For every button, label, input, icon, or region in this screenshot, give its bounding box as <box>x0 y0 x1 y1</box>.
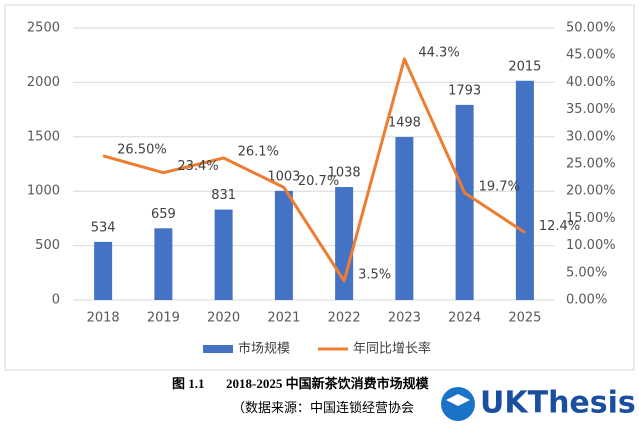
x-tick-label: 2023 <box>388 311 421 326</box>
bar <box>94 241 113 300</box>
logo: UKThesis <box>441 386 636 421</box>
bar <box>154 228 173 300</box>
legend-label: 年同比增长率 <box>353 341 431 357</box>
y2-tick-label: 50.00% <box>566 21 616 36</box>
x-tick-label: 2021 <box>267 311 300 326</box>
y2-tick-label: 40.00% <box>566 75 616 90</box>
chart-frame <box>4 4 635 371</box>
caption-source: （数据来源：中国连锁经营协会 <box>232 400 414 415</box>
caption-title: 2018-2025 中国新茶饮消费市场规模 <box>226 376 430 391</box>
bar-value-label: 1003 <box>267 169 300 184</box>
x-tick-label: 2019 <box>147 311 180 326</box>
bar-value-label: 1498 <box>388 116 421 131</box>
legend-swatch <box>203 345 233 353</box>
x-tick-label: 2018 <box>87 311 120 326</box>
y-tick-label: 1500 <box>27 129 60 144</box>
x-tick-label: 2020 <box>207 311 240 326</box>
bar <box>274 190 293 300</box>
line-value-label: 19.7% <box>479 179 520 194</box>
x-tick-label: 2022 <box>328 311 361 326</box>
bar-value-label: 1793 <box>448 83 481 98</box>
logo-cap <box>446 394 470 406</box>
bar <box>455 104 474 300</box>
line-value-label: 20.7% <box>298 174 339 189</box>
line <box>102 57 526 283</box>
x-tick-label: 2024 <box>448 311 481 326</box>
y-tick-label: 2000 <box>27 75 60 90</box>
y2-tick-label: 30.00% <box>566 129 616 144</box>
caption-number: 图 1.1 <box>172 376 205 391</box>
y2-tick-label: 15.00% <box>566 211 616 226</box>
y-tick-label: 500 <box>35 238 60 253</box>
y2-tick-label: 20.00% <box>566 184 616 199</box>
line-value-label: 12.4% <box>539 219 580 234</box>
bar <box>515 80 534 300</box>
bar-value-label: 2015 <box>508 59 541 74</box>
y2-tick-label: 0.00% <box>566 293 607 308</box>
line-value-label: 3.5% <box>358 267 391 282</box>
bar <box>335 187 354 300</box>
y2-tick-label: 10.00% <box>566 238 616 253</box>
y2-tick-label: 35.00% <box>566 102 616 117</box>
y2-tick-label: 45.00% <box>566 48 616 63</box>
legend-label: 市场规模 <box>238 341 290 357</box>
bar-value-label: 831 <box>211 188 236 203</box>
line-value-label: 23.4% <box>177 159 218 174</box>
y-tick-label: 2500 <box>27 21 60 36</box>
plot: 0 500 1000 1500 2000 2500 0.00% 5.00% 10.00% 15.0… <box>27 21 616 357</box>
y-tick-label: 1000 <box>27 184 60 199</box>
logo-text: UKThesis <box>480 386 636 421</box>
bar <box>395 137 414 300</box>
bar <box>214 209 233 300</box>
line-value-label: 44.3% <box>418 46 459 61</box>
y-tick-label: 0 <box>52 293 60 308</box>
bar-value-label: 534 <box>91 220 116 235</box>
line-value-label: 26.50% <box>117 142 167 157</box>
line-value-label: 26.1% <box>238 145 279 160</box>
y2-tick-label: 5.00% <box>566 265 607 280</box>
bar-value-label: 659 <box>151 207 176 222</box>
y2-tick-label: 25.00% <box>566 157 616 172</box>
x-tick-label: 2025 <box>508 311 541 326</box>
bar-value-label: 1038 <box>328 166 361 181</box>
